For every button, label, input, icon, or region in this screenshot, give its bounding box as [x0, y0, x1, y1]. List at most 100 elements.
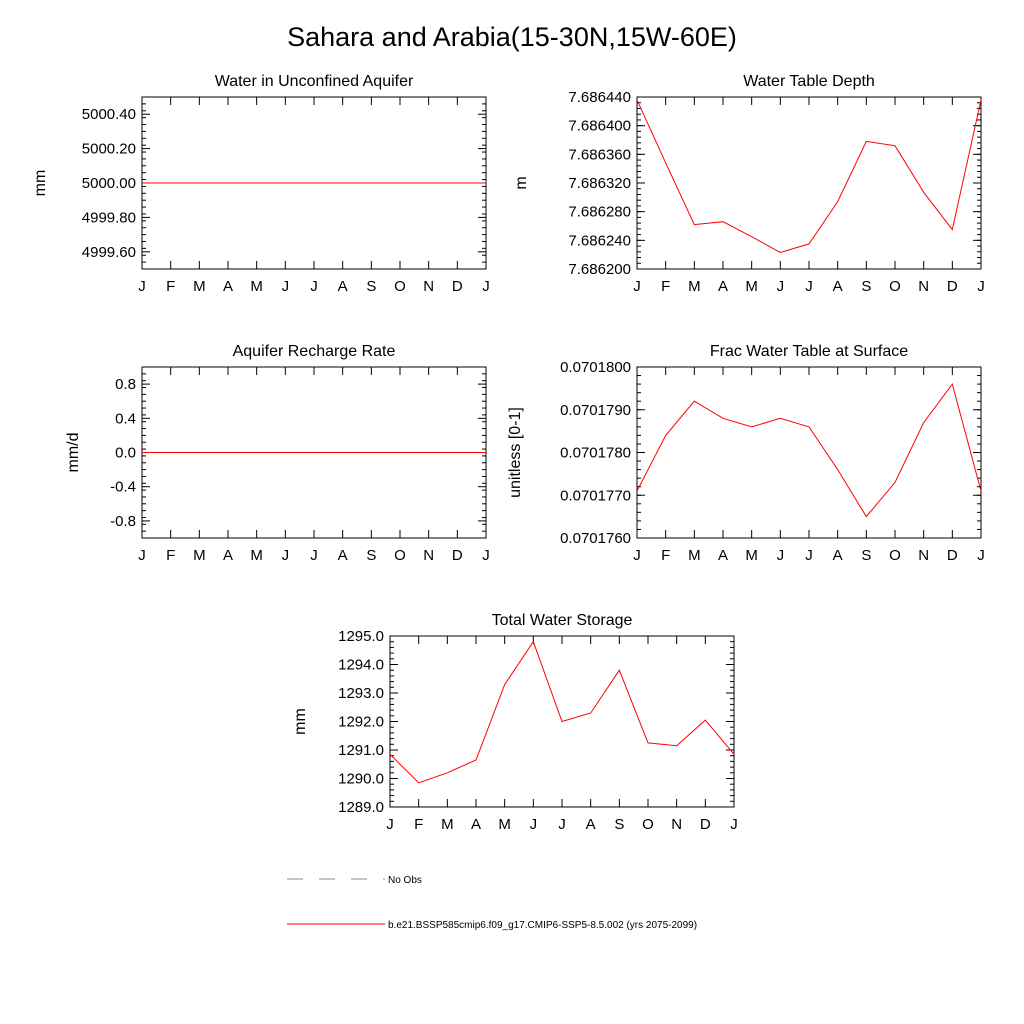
x-tick-label: J: [730, 816, 738, 833]
y-tick-label: 5000.20: [82, 141, 136, 158]
x-tick-label: J: [282, 547, 290, 564]
x-tick-label: J: [310, 278, 318, 295]
x-tick-label: M: [498, 816, 511, 833]
y-tick-label: 4999.80: [82, 209, 136, 226]
x-tick-label: J: [633, 547, 641, 564]
x-tick-label: A: [338, 547, 348, 564]
y-tick-label: 0.8: [115, 376, 136, 393]
x-tick-label: M: [250, 278, 263, 295]
y-axis-label: unitless [0-1]: [507, 407, 524, 498]
x-tick-label: D: [947, 547, 958, 564]
x-tick-label: A: [338, 278, 348, 295]
x-tick-label: J: [530, 816, 538, 833]
x-tick-label: J: [805, 278, 813, 295]
x-tick-label: S: [861, 278, 871, 295]
y-tick-label: 0.0: [115, 445, 136, 462]
x-tick-label: F: [661, 278, 670, 295]
x-tick-label: A: [471, 816, 481, 833]
y-tick-label: 5000.00: [82, 175, 136, 192]
y-tick-label: 1290.0: [338, 771, 384, 788]
x-tick-label: S: [366, 547, 376, 564]
x-tick-label: F: [166, 547, 175, 564]
y-tick-label: 7.686280: [568, 204, 631, 221]
x-tick-label: A: [223, 278, 233, 295]
x-tick-label: M: [745, 278, 758, 295]
y-tick-label: 1292.0: [338, 714, 384, 731]
x-tick-label: J: [977, 547, 985, 564]
x-tick-label: M: [688, 278, 701, 295]
x-tick-label: J: [777, 547, 785, 564]
x-tick-label: A: [833, 547, 843, 564]
y-axis-label: mm/d: [65, 433, 82, 473]
x-tick-label: N: [671, 816, 682, 833]
y-tick-label: 1289.0: [338, 799, 384, 816]
y-tick-label: 0.0701760: [560, 530, 631, 547]
y-axis-label: mm: [292, 708, 309, 735]
panel-title: Frac Water Table at Surface: [710, 343, 908, 360]
x-tick-label: O: [394, 547, 406, 564]
series-line-1: [389, 640, 735, 784]
x-tick-label: A: [718, 547, 728, 564]
x-tick-label: A: [586, 816, 596, 833]
x-tick-label: A: [718, 278, 728, 295]
y-tick-label: 7.686360: [568, 146, 631, 163]
x-tick-label: D: [452, 547, 463, 564]
x-tick-label: D: [947, 278, 958, 295]
y-tick-label: 5000.40: [82, 106, 136, 123]
x-tick-label: O: [394, 278, 406, 295]
y-tick-label: 1291.0: [338, 742, 384, 759]
panel-title: Total Water Storage: [492, 612, 633, 629]
x-tick-label: J: [138, 278, 146, 295]
x-tick-label: J: [633, 278, 641, 295]
x-tick-label: M: [688, 547, 701, 564]
x-tick-label: D: [452, 278, 463, 295]
x-tick-label: F: [414, 816, 423, 833]
plot-frame: [636, 366, 982, 539]
y-tick-label: -0.8: [110, 513, 136, 530]
x-tick-label: O: [642, 816, 654, 833]
x-tick-label: J: [310, 547, 318, 564]
y-tick-label: 7.686320: [568, 175, 631, 192]
x-tick-label: M: [193, 547, 206, 564]
y-tick-label: 1293.0: [338, 685, 384, 702]
y-axis-label: mm: [32, 170, 49, 197]
x-tick-label: O: [889, 547, 901, 564]
y-tick-label: 1294.0: [338, 657, 384, 674]
x-tick-label: F: [661, 547, 670, 564]
x-tick-label: S: [861, 547, 871, 564]
y-tick-label: 0.0701800: [560, 359, 631, 376]
y-axis-label: m: [513, 176, 530, 189]
y-tick-label: 1295.0: [338, 628, 384, 645]
y-tick-label: 0.4: [115, 410, 136, 427]
x-tick-label: J: [482, 547, 490, 564]
legend-label-2: b.e21.BSSP585cmip6.f09_g17.CMIP6-SSP5-8.…: [388, 920, 697, 931]
y-tick-label: 7.686200: [568, 261, 631, 278]
legend-label-1: No Obs: [388, 875, 422, 886]
panel-title: Water in Unconfined Aquifer: [215, 73, 414, 90]
x-tick-label: N: [918, 547, 929, 564]
x-tick-label: M: [441, 816, 454, 833]
series-line-1: [636, 382, 982, 518]
x-tick-label: O: [889, 278, 901, 295]
y-tick-label: 0.0701780: [560, 445, 631, 462]
x-tick-label: D: [700, 816, 711, 833]
x-tick-label: S: [614, 816, 624, 833]
x-tick-label: J: [777, 278, 785, 295]
x-tick-label: J: [482, 278, 490, 295]
x-tick-label: F: [166, 278, 175, 295]
x-tick-label: A: [833, 278, 843, 295]
x-tick-label: J: [138, 547, 146, 564]
x-tick-label: J: [977, 278, 985, 295]
x-tick-label: M: [193, 278, 206, 295]
y-tick-label: 7.686440: [568, 89, 631, 106]
x-tick-label: S: [366, 278, 376, 295]
y-tick-label: 7.686400: [568, 118, 631, 135]
panel-title: Aquifer Recharge Rate: [233, 343, 396, 360]
x-tick-label: J: [558, 816, 566, 833]
y-tick-label: 4999.60: [82, 244, 136, 261]
